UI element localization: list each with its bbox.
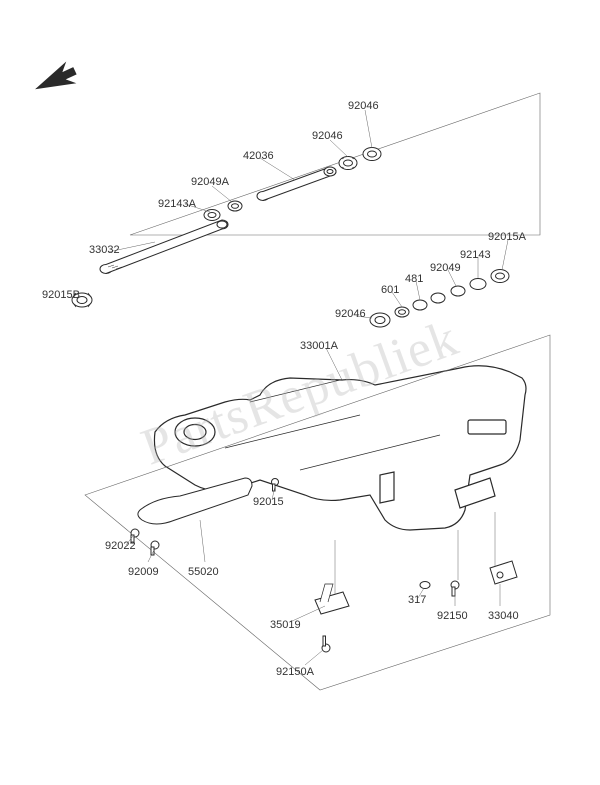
label-42036: 42036 <box>243 150 274 162</box>
label-92022: 92022 <box>105 540 136 552</box>
label-33032: 33032 <box>89 244 120 256</box>
label-92015A: 92015A <box>488 231 526 243</box>
label-92143: 92143 <box>460 249 491 261</box>
label-317: 317 <box>408 594 426 606</box>
label-92150: 92150 <box>437 610 468 622</box>
label-92150A: 92150A <box>276 666 314 678</box>
label-92009: 92009 <box>128 566 159 578</box>
label-92046-c: 92046 <box>335 308 366 320</box>
label-92049: 92049 <box>430 262 461 274</box>
label-601: 601 <box>381 284 399 296</box>
label-35019: 35019 <box>270 619 301 631</box>
label-92046-a: 92046 <box>348 100 379 112</box>
label-33040: 33040 <box>488 610 519 622</box>
label-92015B: 92015B <box>42 289 80 301</box>
label-55020: 55020 <box>188 566 219 578</box>
label-92049A: 92049A <box>191 176 229 188</box>
label-92015: 92015 <box>253 496 284 508</box>
label-92046-b: 92046 <box>312 130 343 142</box>
label-481: 481 <box>405 273 423 285</box>
label-92143A: 92143A <box>158 198 196 210</box>
label-33001A: 33001A <box>300 340 338 352</box>
